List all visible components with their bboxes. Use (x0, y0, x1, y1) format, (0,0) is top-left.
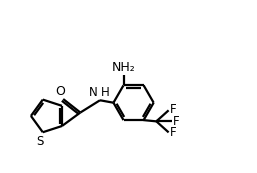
Text: N: N (89, 86, 97, 99)
Text: F: F (170, 126, 176, 139)
Text: S: S (37, 135, 44, 148)
Text: F: F (172, 115, 179, 128)
Text: H: H (101, 86, 110, 99)
Text: O: O (55, 85, 65, 98)
Text: NH₂: NH₂ (112, 61, 135, 74)
Text: F: F (170, 103, 176, 116)
